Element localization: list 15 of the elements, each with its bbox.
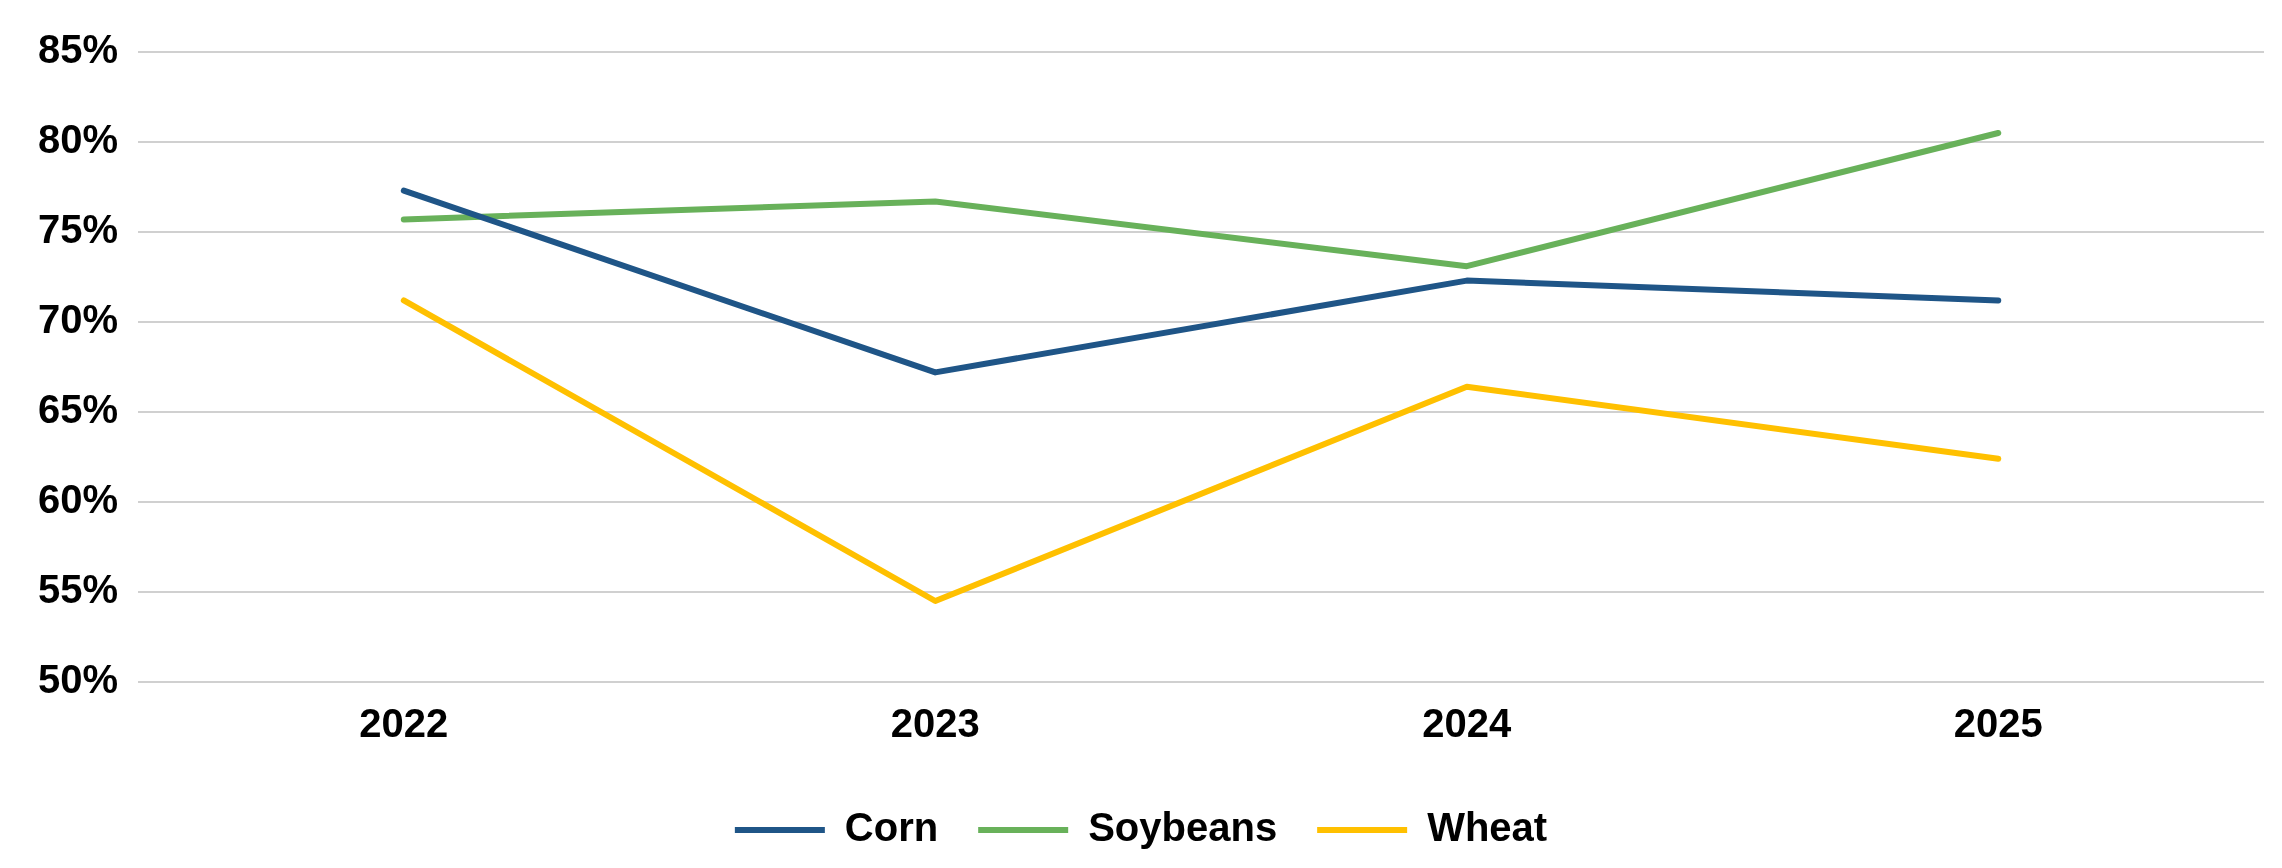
- y-tick-label: 60%: [38, 477, 119, 522]
- y-tick-label: 75%: [38, 207, 119, 252]
- y-tick-label: 50%: [38, 657, 119, 702]
- y-tick-label: 55%: [38, 567, 119, 612]
- legend-label: Soybeans: [1088, 805, 1278, 850]
- x-tick-label: 2025: [1953, 701, 2043, 746]
- legend-label: Corn: [844, 805, 939, 850]
- x-tick-label: 2022: [359, 701, 449, 746]
- y-tick-label: 70%: [38, 297, 119, 342]
- legend-label: Wheat: [1427, 805, 1548, 850]
- x-tick-label: 2023: [890, 701, 980, 746]
- y-tick-label: 85%: [38, 27, 119, 72]
- x-tick-label: 2024: [1422, 701, 1513, 746]
- y-tick-label: 80%: [38, 117, 119, 162]
- y-tick-label: 65%: [38, 387, 119, 432]
